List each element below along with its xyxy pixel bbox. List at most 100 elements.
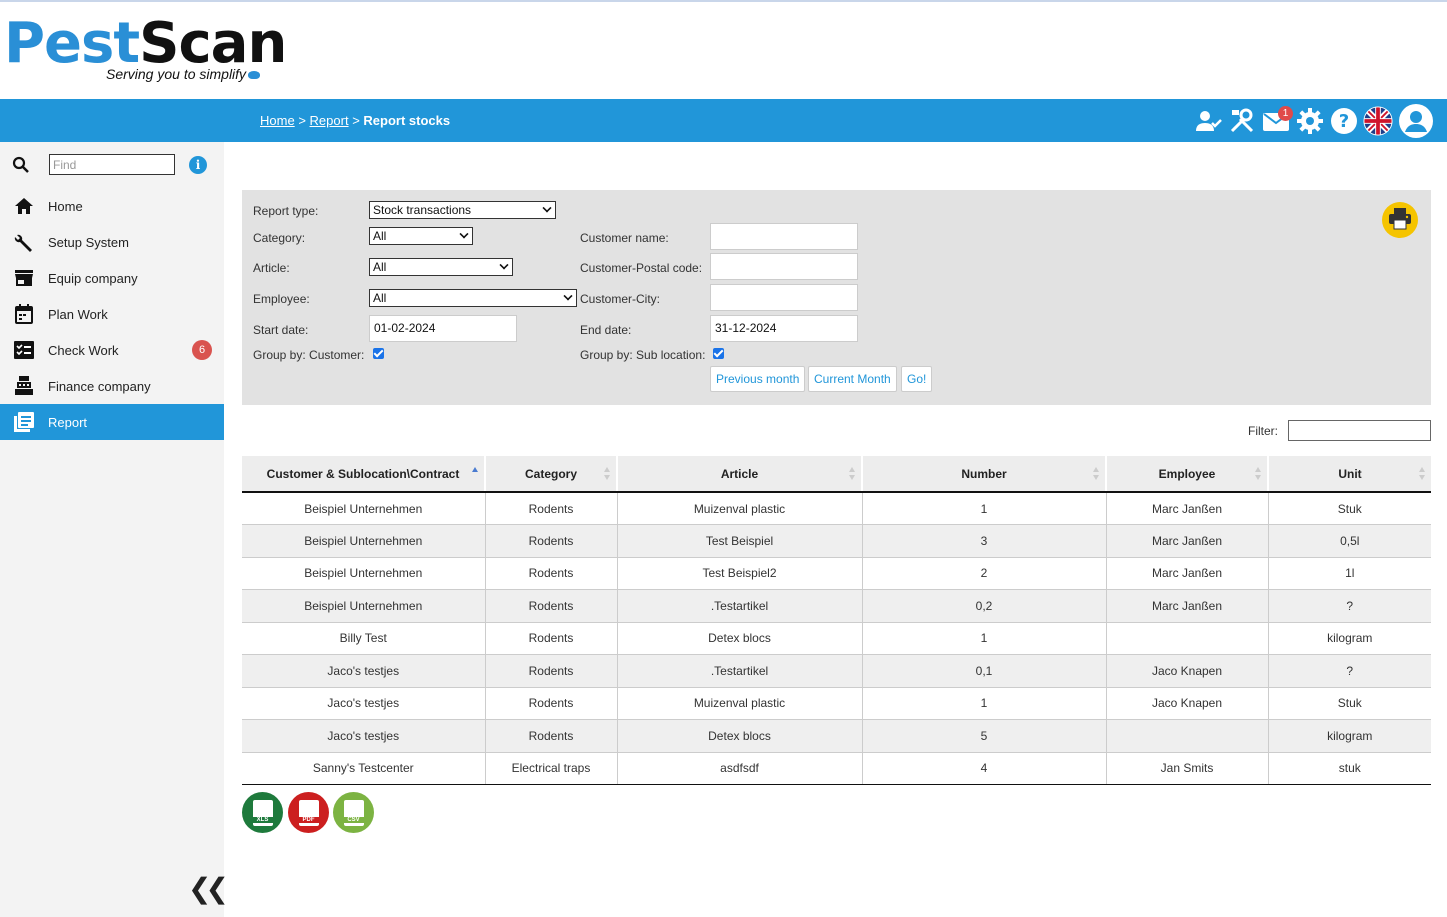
table-cell: Rodents — [485, 589, 618, 623]
table-cell: Beispiel Unternehmen — [242, 524, 486, 558]
end-date-input[interactable]: 31-12-2024 — [710, 315, 858, 342]
mail-badge: 1 — [1278, 106, 1293, 121]
table-row[interactable]: Jaco's testjes Rodents .Testartikel 0,1 Jaco… — [242, 654, 1431, 688]
column-header-number[interactable]: Number — [862, 456, 1107, 493]
sidebar-item-plan-work[interactable]: Plan Work — [0, 296, 224, 332]
sort-icon — [1255, 467, 1261, 481]
table-row[interactable]: Jaco's testjes Rodents Muizenval plastic 1 J… — [242, 687, 1431, 720]
table-row[interactable]: Beispiel Unternehmen Rodents Test Beispiel… — [242, 524, 1431, 558]
article-select[interactable]: All — [369, 258, 513, 276]
customer-postal-input[interactable] — [710, 253, 858, 280]
sidebar-item-report[interactable]: Report — [0, 404, 224, 440]
go-button[interactable]: Go! — [901, 366, 933, 392]
sidebar-item-setup-system[interactable]: Setup System — [0, 224, 224, 260]
category-select[interactable]: All — [369, 227, 473, 245]
sidebar-item-home[interactable]: Home — [0, 188, 224, 224]
report-icon — [14, 412, 34, 432]
info-icon[interactable]: i — [189, 156, 207, 174]
svg-text:?: ? — [1339, 111, 1349, 132]
sort-asc-icon — [472, 467, 478, 481]
search-input[interactable] — [49, 154, 175, 175]
table-cell: ? — [1268, 654, 1431, 688]
table-cell: Rodents — [485, 687, 618, 720]
report-type-select[interactable]: Stock transactions — [369, 201, 556, 219]
table-cell — [1106, 622, 1269, 655]
uk-flag-icon[interactable] — [1363, 104, 1393, 138]
sidebar-item-equip-company[interactable]: Equip company — [0, 260, 224, 296]
export-pdf-button[interactable]: PDF — [288, 792, 329, 833]
collapse-sidebar-icon[interactable]: ❮❮ — [188, 873, 229, 904]
column-header-article[interactable]: Article — [617, 456, 863, 493]
start-date-input[interactable]: 01-02-2024 — [369, 315, 517, 342]
group-by-subloc-checkbox[interactable] — [713, 348, 724, 359]
print-button[interactable] — [1382, 202, 1418, 238]
group-by-customer-label: Group by: Customer: — [253, 348, 365, 362]
start-date-label: Start date: — [253, 323, 309, 337]
sidebar: i Home Setup System Equip company Plan W… — [0, 142, 229, 917]
table-cell: Marc Janßen — [1106, 589, 1269, 623]
table-cell: Rodents — [485, 622, 618, 655]
table-row[interactable]: Jaco's testjes Rodents Detex blocs 5 kilogra… — [242, 719, 1431, 753]
breadcrumb-home[interactable]: Home — [260, 113, 295, 128]
column-header-unit[interactable]: Unit — [1268, 456, 1431, 493]
column-header-category[interactable]: Category — [485, 456, 618, 493]
sidebar-nav: Home Setup System Equip company Plan Wor… — [0, 188, 224, 440]
end-date-label: End date: — [580, 323, 632, 337]
table-cell: Rodents — [485, 654, 618, 688]
employee-select[interactable]: All — [369, 289, 577, 307]
table-cell: Rodents — [485, 524, 618, 558]
table-cell: 1 — [862, 687, 1107, 720]
table-row[interactable]: Beispiel Unternehmen Rodents Test Beispiel… — [242, 557, 1431, 590]
home-icon — [14, 196, 34, 216]
export-xls-button[interactable]: XLS — [242, 792, 283, 833]
logo-drop-icon — [248, 71, 261, 79]
table-cell: 1 — [862, 622, 1107, 655]
table-cell: 1l — [1268, 557, 1431, 590]
chevron-down-icon — [542, 203, 552, 213]
table-cell: Marc Janßen — [1106, 557, 1269, 590]
sidebar-item-label: Check Work — [48, 342, 119, 358]
export-csv-button[interactable]: CSV — [333, 792, 374, 833]
user-avatar-icon[interactable] — [1397, 104, 1435, 138]
customer-city-input[interactable] — [710, 284, 858, 311]
table-cell: stuk — [1268, 752, 1431, 785]
column-header-customer[interactable]: Customer & Sublocation\Contract — [242, 456, 486, 493]
gear-icon[interactable] — [1295, 104, 1325, 138]
tools-icon[interactable] — [1227, 104, 1257, 138]
table-row[interactable]: Sanny's Testcenter Electrical traps asdfsd… — [242, 752, 1431, 785]
table-cell: Jaco's testjes — [242, 654, 486, 688]
help-icon[interactable]: ? — [1329, 104, 1359, 138]
users-icon[interactable] — [1193, 104, 1223, 138]
table-cell: Beispiel Unternehmen — [242, 557, 486, 590]
breadcrumb-current: Report stocks — [363, 113, 451, 128]
sidebar-item-label: Finance company — [48, 378, 151, 394]
table-cell: Billy Test — [242, 622, 486, 655]
table-cell: ? — [1268, 589, 1431, 623]
pestscan-logo[interactable]: PestScan Serving you to simplify — [4, 11, 287, 92]
table-row[interactable]: Beispiel Unternehmen Rodents .Testartikel 0… — [242, 589, 1431, 623]
previous-month-button[interactable]: Previous month — [710, 366, 806, 392]
chevron-down-icon — [563, 291, 573, 301]
group-by-customer-checkbox[interactable] — [373, 348, 384, 359]
logo-scan: Scan — [139, 11, 287, 76]
sidebar-item-finance-company[interactable]: Finance company — [0, 368, 224, 404]
search-icon[interactable] — [12, 156, 30, 177]
column-header-employee[interactable]: Employee — [1106, 456, 1269, 493]
checklist-icon — [14, 340, 34, 360]
breadcrumb-report[interactable]: Report — [309, 113, 349, 128]
table-cell: Electrical traps — [485, 752, 618, 785]
table-cell: .Testartikel — [617, 654, 863, 688]
store-icon — [14, 268, 34, 288]
customer-city-label: Customer-City: — [580, 292, 661, 306]
table-row[interactable]: Beispiel Unternehmen Rodents Muizenval pla… — [242, 492, 1431, 525]
table-cell: 1 — [862, 492, 1107, 525]
filter-label: Filter: — [1248, 424, 1278, 438]
customer-name-input[interactable] — [710, 223, 858, 250]
logo-pest: Pest — [4, 11, 140, 76]
employee-label: Employee: — [253, 292, 310, 306]
filter-input[interactable] — [1288, 420, 1431, 441]
table-row[interactable]: Billy Test Rodents Detex blocs 1 kilogram — [242, 622, 1431, 655]
mail-icon[interactable]: 1 — [1261, 104, 1293, 138]
current-month-button[interactable]: Current Month — [808, 366, 897, 392]
sidebar-item-check-work[interactable]: Check Work 6 — [0, 332, 224, 368]
